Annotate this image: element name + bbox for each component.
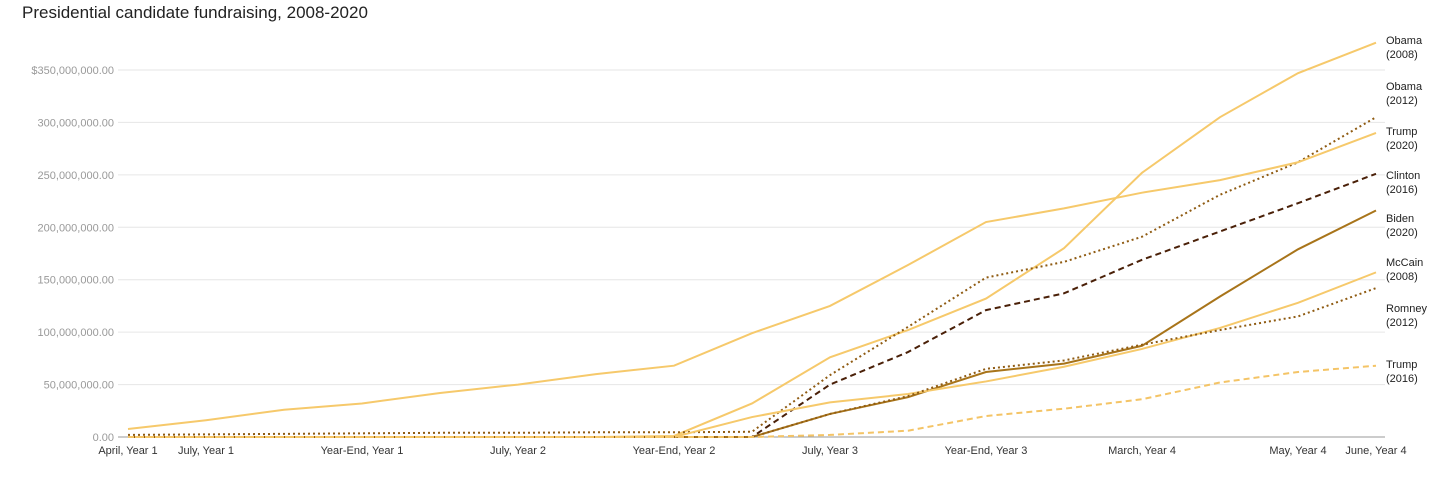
y-tick-label: 100,000,000.00 xyxy=(38,327,114,339)
series-line xyxy=(128,41,1377,438)
x-tick-label: Year-End, Year 1 xyxy=(321,445,404,457)
series-line xyxy=(127,116,1377,436)
y-tick-label: 0.00 xyxy=(93,432,114,444)
x-tick-label: April, Year 1 xyxy=(98,445,157,457)
series-label: Biden (2020) xyxy=(1386,213,1418,239)
y-tick-label: 150,000,000.00 xyxy=(38,275,114,287)
y-tick-label: 300,000,000.00 xyxy=(38,117,114,129)
series-line xyxy=(128,271,1377,438)
chart-title: Presidential candidate fundraising, 2008… xyxy=(22,3,368,22)
y-tick-label: 200,000,000.00 xyxy=(38,222,114,234)
series-line xyxy=(128,287,1377,438)
series-label: Romney (2012) xyxy=(1386,303,1427,329)
x-tick-label: July, Year 1 xyxy=(178,445,234,457)
y-tick-label: 50,000,000.00 xyxy=(44,380,114,392)
series-label: Obama (2008) xyxy=(1386,35,1423,61)
series-line xyxy=(127,131,1377,431)
y-tick-label: 250,000,000.00 xyxy=(38,170,114,182)
x-tick-label: March, Year 4 xyxy=(1108,445,1176,457)
x-tick-label: Year-End, Year 2 xyxy=(633,445,716,457)
series-label: McCain (2008) xyxy=(1386,257,1423,283)
series-label: Trump (2020) xyxy=(1386,126,1418,152)
series-label: Clinton (2016) xyxy=(1386,170,1420,196)
y-tick-label: $350,000,000.00 xyxy=(31,65,114,77)
x-tick-label: Year-End, Year 3 xyxy=(945,445,1028,457)
x-tick-label: May, Year 4 xyxy=(1269,445,1326,457)
x-tick-label: July, Year 3 xyxy=(802,445,858,457)
series-line xyxy=(128,364,1377,438)
series-label: Trump (2016) xyxy=(1386,359,1418,385)
x-tick-label: July, Year 2 xyxy=(490,445,546,457)
series-label: Obama (2012) xyxy=(1386,81,1423,107)
series-line xyxy=(128,172,1377,438)
x-tick-label: June, Year 4 xyxy=(1345,445,1406,457)
